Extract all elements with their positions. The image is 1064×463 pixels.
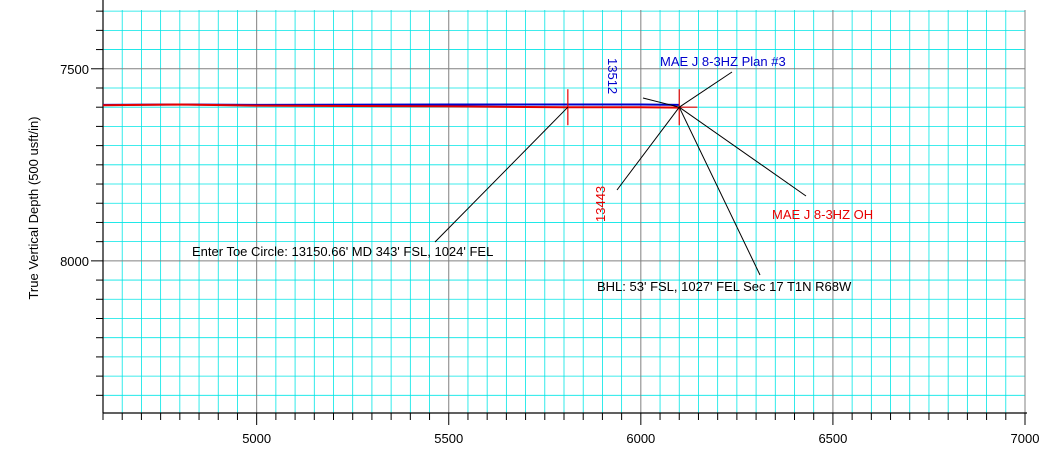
x-tick-label: 6000 <box>626 431 655 446</box>
actual-series-label: MAE J 8-3HZ OH <box>772 207 873 222</box>
y-tick-label: 7500 <box>60 62 89 77</box>
y-tick-label: 8000 <box>60 254 89 269</box>
bhl-annotation: BHL: 53' FSL, 1027' FEL Sec 17 T1N R68W <box>597 279 852 294</box>
plan-series-label: MAE J 8-3HZ Plan #3 <box>660 54 786 69</box>
minor-grid <box>103 10 1025 413</box>
x-tick-label: 7000 <box>1011 431 1040 446</box>
x-tick-label: 6500 <box>818 431 847 446</box>
toe-circle-annotation: Enter Toe Circle: 13150.66' MD 343' FSL,… <box>192 244 493 259</box>
x-tick-label: 5000 <box>242 431 271 446</box>
y-axis-label: True Vertical Depth (500 usft/in) <box>26 116 41 299</box>
plan-md-label: 13512 <box>605 58 620 94</box>
x-tick-label: 5500 <box>434 431 463 446</box>
actual-md-label: 13443 <box>593 186 608 222</box>
